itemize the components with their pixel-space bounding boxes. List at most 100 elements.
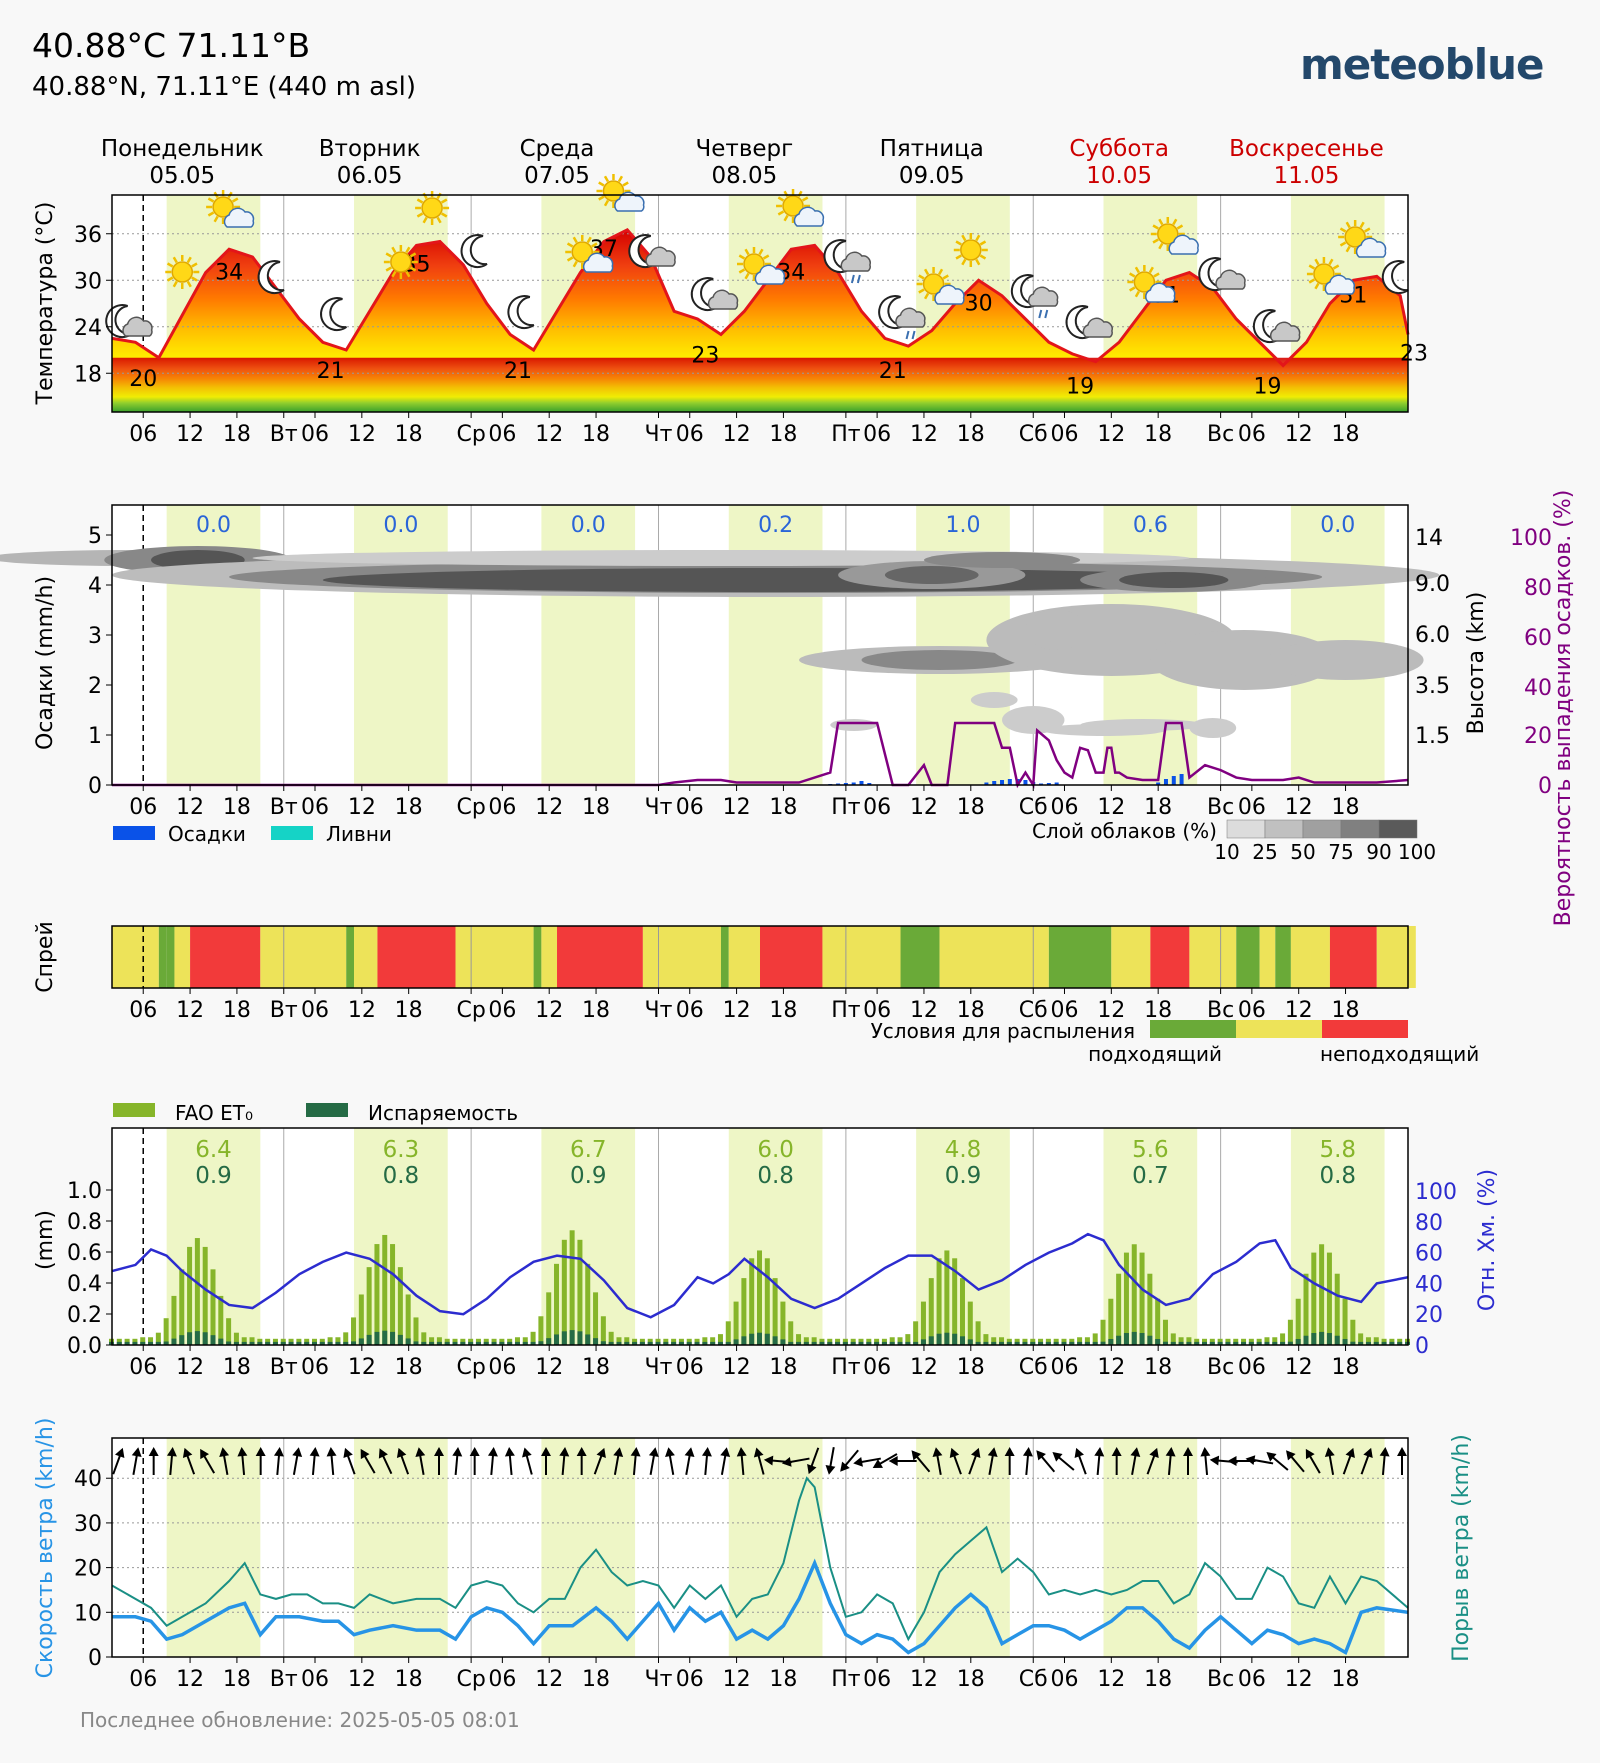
- arrow-head: [1074, 1447, 1084, 1459]
- daily-precip-total: 0.0: [383, 513, 418, 538]
- fao-bar: [187, 1246, 193, 1345]
- x-tick-label: 18: [769, 795, 797, 820]
- sun-ray: [572, 236, 578, 244]
- x-tick-label: 12: [176, 422, 204, 447]
- daily-fao-total: 6.7: [570, 1137, 607, 1163]
- gust-axis-label: Порыв ветра (km/h): [1449, 1434, 1474, 1662]
- fao-bar: [1264, 1337, 1270, 1345]
- fao-bar: [749, 1258, 755, 1345]
- sun-icon: [415, 191, 450, 225]
- evap-bar: [1084, 1341, 1090, 1345]
- arrow-head: [1130, 1447, 1141, 1457]
- x-tick-label: 06: [1050, 998, 1078, 1023]
- fao-bar: [710, 1337, 716, 1345]
- rain-drop: [1038, 309, 1043, 319]
- evapotranspiration-panel-frame: [111, 1127, 1409, 1346]
- y-tick-label: 18: [74, 362, 102, 387]
- evap-bar: [335, 1341, 341, 1345]
- evap-bar: [1202, 1341, 1208, 1345]
- sun-ray: [603, 199, 610, 207]
- evap-bar: [975, 1341, 981, 1345]
- spray-segment: [1189, 926, 1237, 988]
- daily-fao-total: 5.6: [1132, 1137, 1169, 1163]
- evap-bar: [343, 1341, 349, 1345]
- fao-bar: [202, 1246, 208, 1345]
- x-tick-label: 12: [535, 1355, 563, 1380]
- day-date: 11.05: [1274, 163, 1340, 189]
- evap-bar: [1241, 1341, 1247, 1345]
- evap-bar: [1272, 1341, 1278, 1345]
- x-tick-label: 18: [957, 1355, 985, 1380]
- sun-disc: [1313, 263, 1335, 285]
- precip-bar: [851, 782, 856, 785]
- temperature-label: 21: [504, 359, 532, 384]
- wind-arrow: [911, 1450, 931, 1473]
- evap-bar: [116, 1341, 122, 1345]
- probability-tick-label: 60: [1524, 626, 1552, 651]
- last-updated: Последнее обновление: 2025-05-05 08:01: [80, 1708, 520, 1732]
- x-tick-label: 18: [1144, 422, 1172, 447]
- cloud-icon: [1168, 234, 1199, 255]
- x-tick-label: 12: [910, 1667, 938, 1692]
- fao-bar: [421, 1332, 427, 1345]
- fao-bar: [569, 1230, 575, 1345]
- arrow-head: [360, 1448, 370, 1460]
- x-tick-label: 12: [723, 1355, 751, 1380]
- wind-arrow: [613, 1447, 624, 1475]
- sun-ray: [416, 212, 424, 218]
- wind-arrow: [840, 1449, 859, 1472]
- evap-bar: [265, 1341, 271, 1345]
- x-tick-label: 18: [769, 998, 797, 1023]
- evap-bar: [444, 1341, 450, 1345]
- x-tick-label: 06: [301, 998, 329, 1023]
- meteoblue-logo[interactable]: meteoblue: [1300, 40, 1545, 89]
- evap-bar: [538, 1341, 544, 1345]
- sun-ray: [975, 258, 981, 266]
- day-name: Четверг: [696, 136, 794, 162]
- sun-ray: [172, 280, 178, 288]
- x-tick-label: Сб: [1019, 422, 1048, 447]
- x-tick-label: Чт: [645, 1667, 673, 1692]
- sun-ray: [436, 192, 442, 200]
- fao-bar: [233, 1332, 239, 1345]
- arrow-head: [200, 1448, 209, 1460]
- day-date: 07.05: [524, 163, 590, 189]
- arrow-head: [684, 1447, 695, 1457]
- x-tick-label: 12: [910, 795, 938, 820]
- wind-arrow: [1052, 1452, 1075, 1471]
- evap-bar: [686, 1341, 692, 1345]
- evap-bar: [1038, 1341, 1044, 1345]
- wind-arrow: [648, 1447, 659, 1475]
- spray-segment: [354, 926, 378, 988]
- evap-bar: [311, 1341, 317, 1345]
- sun-ray: [1148, 266, 1154, 274]
- fao-bar: [1116, 1273, 1122, 1345]
- x-tick-label: 06: [863, 1355, 891, 1380]
- cloud-legend-swatch: [1226, 819, 1266, 839]
- evap-bar: [296, 1341, 302, 1345]
- sun-disc: [171, 261, 194, 283]
- evap-bar: [928, 1336, 934, 1345]
- evap-bar: [702, 1341, 708, 1345]
- humidity-tick-label: 0: [1415, 1334, 1429, 1359]
- evap-bar: [546, 1338, 552, 1345]
- sun-ray: [440, 198, 448, 204]
- daily-fao-total: 6.0: [757, 1137, 794, 1163]
- x-tick-label: 06: [129, 422, 157, 447]
- x-tick-label: 06: [676, 422, 704, 447]
- precip-bar: [867, 783, 872, 785]
- fao-bar: [1358, 1333, 1364, 1345]
- gust-line: [111, 1476, 1409, 1642]
- wind-arrow: [131, 1447, 142, 1475]
- spray-segment: [939, 926, 1049, 988]
- sun-ray: [207, 197, 215, 203]
- probability-tick-label: 100: [1510, 526, 1552, 551]
- sun-ray: [1345, 221, 1351, 229]
- wind-arrow: [292, 1447, 303, 1475]
- fao-bar: [397, 1267, 403, 1345]
- daily-evap-total: 0.8: [1319, 1163, 1356, 1189]
- wind-arrow: [378, 1448, 393, 1475]
- evap-bar: [280, 1341, 286, 1345]
- x-tick-label: Пт: [831, 998, 861, 1023]
- sun-icon: [953, 233, 988, 267]
